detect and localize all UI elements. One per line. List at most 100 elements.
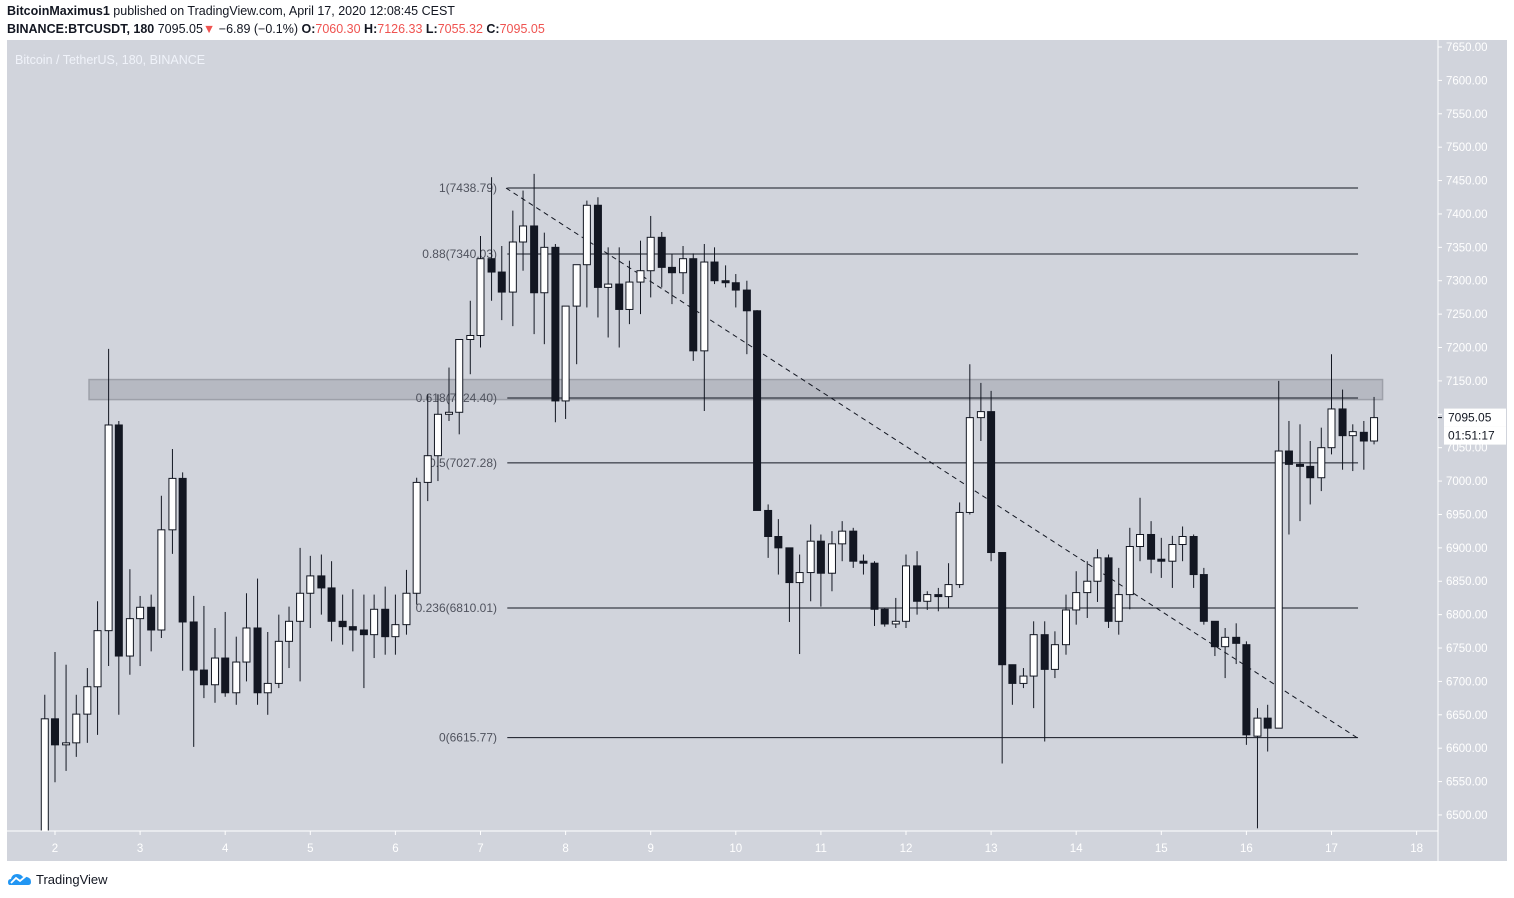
- bull-candle[interactable]: [625, 281, 634, 310]
- bear-candle[interactable]: [551, 246, 560, 402]
- bull-candle[interactable]: [370, 608, 379, 636]
- bear-candle[interactable]: [1296, 463, 1305, 467]
- chart-area[interactable]: 1(7438.79)0.88(7340.03)0.618(7124.40)0.5…: [7, 40, 1507, 861]
- bull-candle[interactable]: [72, 713, 81, 744]
- bull-candle[interactable]: [1050, 644, 1059, 670]
- bear-candle[interactable]: [338, 620, 347, 628]
- bear-candle[interactable]: [753, 310, 762, 511]
- bear-candle[interactable]: [764, 509, 773, 537]
- bull-candle[interactable]: [700, 261, 709, 352]
- bull-candle[interactable]: [891, 620, 900, 625]
- bear-candle[interactable]: [934, 594, 943, 598]
- bear-candle[interactable]: [1104, 557, 1113, 622]
- bear-candle[interactable]: [1232, 636, 1241, 644]
- bear-candle[interactable]: [1359, 431, 1368, 442]
- bull-candle[interactable]: [1317, 447, 1326, 479]
- bear-candle[interactable]: [327, 587, 336, 622]
- bull-candle[interactable]: [1114, 594, 1123, 622]
- bear-candle[interactable]: [731, 282, 740, 291]
- bull-candle[interactable]: [902, 565, 910, 622]
- bull-candle[interactable]: [40, 718, 49, 833]
- bear-candle[interactable]: [785, 547, 794, 584]
- time-axis[interactable]: [7, 831, 1507, 861]
- bull-candle[interactable]: [976, 411, 985, 419]
- bull-candle[interactable]: [795, 572, 804, 584]
- bear-candle[interactable]: [1210, 620, 1219, 648]
- bear-candle[interactable]: [1157, 558, 1166, 562]
- bull-candle[interactable]: [582, 204, 591, 266]
- bull-candle[interactable]: [1221, 636, 1230, 648]
- bull-candle[interactable]: [827, 543, 836, 574]
- bear-candle[interactable]: [530, 225, 539, 294]
- bear-candle[interactable]: [1199, 574, 1208, 622]
- bull-candle[interactable]: [125, 618, 134, 657]
- bull-candle[interactable]: [1168, 544, 1177, 562]
- bull-candle[interactable]: [679, 258, 688, 274]
- bull-candle[interactable]: [433, 413, 442, 457]
- bull-candle[interactable]: [445, 411, 454, 415]
- bull-candle[interactable]: [1348, 431, 1357, 437]
- bear-candle[interactable]: [870, 562, 879, 610]
- bull-candle[interactable]: [1083, 580, 1092, 594]
- bull-candle[interactable]: [1274, 450, 1283, 729]
- bull-candle[interactable]: [519, 225, 528, 243]
- bear-candle[interactable]: [359, 629, 368, 636]
- bear-candle[interactable]: [657, 236, 666, 268]
- bull-candle[interactable]: [157, 529, 166, 631]
- bear-candle[interactable]: [1147, 533, 1156, 560]
- bull-candle[interactable]: [572, 264, 581, 307]
- bear-candle[interactable]: [880, 608, 889, 625]
- bear-candle[interactable]: [710, 261, 719, 282]
- bull-candle[interactable]: [232, 661, 241, 694]
- bear-candle[interactable]: [1008, 664, 1017, 684]
- bull-candle[interactable]: [1253, 717, 1262, 737]
- bull-candle[interactable]: [476, 258, 485, 336]
- bear-candle[interactable]: [1040, 634, 1049, 670]
- bear-candle[interactable]: [998, 552, 1007, 666]
- bull-candle[interactable]: [93, 630, 102, 688]
- bull-candle[interactable]: [210, 657, 219, 686]
- bear-candle[interactable]: [615, 283, 624, 310]
- bear-candle[interactable]: [348, 626, 357, 631]
- bull-candle[interactable]: [274, 640, 283, 684]
- bull-candle[interactable]: [412, 481, 421, 594]
- bull-candle[interactable]: [104, 424, 113, 632]
- bull-candle[interactable]: [636, 270, 645, 283]
- bear-candle[interactable]: [913, 565, 922, 602]
- bear-candle[interactable]: [1338, 408, 1347, 437]
- bear-candle[interactable]: [987, 411, 996, 554]
- bear-candle[interactable]: [1189, 535, 1198, 576]
- bull-candle[interactable]: [1327, 408, 1336, 449]
- bear-candle[interactable]: [742, 289, 751, 312]
- bear-candle[interactable]: [114, 424, 123, 657]
- resistance-zone[interactable]: [88, 378, 1384, 401]
- bull-candle[interactable]: [168, 477, 177, 531]
- tradingview-footer[interactable]: TradingView: [8, 871, 108, 887]
- bull-candle[interactable]: [83, 686, 92, 715]
- bull-candle[interactable]: [306, 575, 315, 594]
- bull-candle[interactable]: [1370, 417, 1379, 442]
- bull-candle[interactable]: [402, 592, 411, 626]
- bull-candle[interactable]: [508, 241, 517, 293]
- bull-candle[interactable]: [806, 540, 815, 574]
- publisher-name[interactable]: BitcoinMaximus1: [7, 4, 110, 18]
- bear-candle[interactable]: [178, 477, 187, 623]
- bull-candle[interactable]: [1136, 533, 1145, 548]
- bear-candle[interactable]: [1284, 450, 1293, 465]
- bull-candle[interactable]: [561, 305, 570, 402]
- bear-candle[interactable]: [667, 266, 676, 274]
- bull-candle[interactable]: [1178, 535, 1187, 546]
- bull-candle[interactable]: [1093, 557, 1102, 582]
- bull-candle[interactable]: [285, 620, 294, 642]
- bull-candle[interactable]: [455, 338, 464, 413]
- bear-candle[interactable]: [317, 575, 326, 589]
- bull-candle[interactable]: [263, 682, 272, 694]
- bear-candle[interactable]: [487, 258, 496, 273]
- bear-candle[interactable]: [1242, 644, 1251, 736]
- bear-candle[interactable]: [816, 540, 825, 574]
- bear-candle[interactable]: [381, 608, 390, 638]
- bear-candle[interactable]: [497, 271, 506, 293]
- bull-candle[interactable]: [1061, 609, 1070, 646]
- price-axis[interactable]: [1438, 40, 1507, 861]
- bull-candle[interactable]: [540, 246, 549, 294]
